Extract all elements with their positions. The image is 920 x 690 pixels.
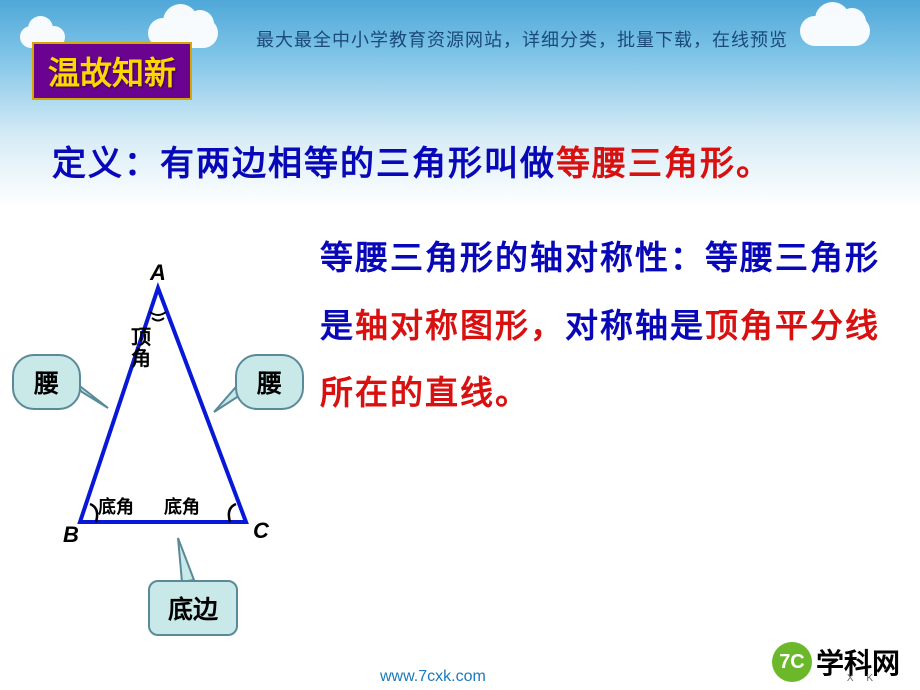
body-p1-red: 轴对称图形， <box>355 309 565 345</box>
section-title-badge: 温故知新 <box>32 42 192 100</box>
body-p2: 对称轴是 <box>565 309 705 345</box>
vertex-label-c: C <box>253 518 269 544</box>
decorative-cloud <box>800 16 870 46</box>
footer-logo: 7C 学科网 X K <box>772 642 900 682</box>
body-text: 等腰三角形的轴对称性：等腰三角形是轴对称图形，对称轴是顶角平分线所在的直线。 <box>320 226 880 429</box>
definition-highlight: 等腰三角形。 <box>556 146 772 183</box>
callout-side-right: 腰 <box>235 354 304 410</box>
vertex-label-b: B <box>63 522 79 548</box>
footer-url: www.7cxk.com <box>380 668 486 686</box>
watermark-text: 最大最全中小学教育资源网站，详细分类，批量下载，在线预览 <box>256 26 788 52</box>
callout-tail-bottom <box>178 538 194 582</box>
base-angle-arc-left <box>90 504 97 522</box>
base-angle-label-left: 底角 <box>98 493 134 519</box>
logo-icon: 7C <box>772 642 812 682</box>
logo-sub: X K <box>847 673 878 684</box>
vertex-label-a: A <box>150 260 166 286</box>
base-angle-arc-right <box>229 504 236 522</box>
apex-angle-arc <box>150 312 166 315</box>
definition-text: 定义：有两边相等的三角形叫做等腰三角形。 <box>52 138 772 192</box>
callout-side-left: 腰 <box>12 354 81 410</box>
apex-angle-arc-2 <box>152 318 164 321</box>
apex-angle-label: 顶角 <box>131 328 151 370</box>
callout-base: 底边 <box>148 580 238 636</box>
base-angle-label-right: 底角 <box>164 493 200 519</box>
definition-prefix: 定义：有两边相等的三角形叫做 <box>52 146 556 183</box>
triangle-diagram: A B C 顶角 底角 底角 腰 腰 底边 <box>10 260 320 650</box>
